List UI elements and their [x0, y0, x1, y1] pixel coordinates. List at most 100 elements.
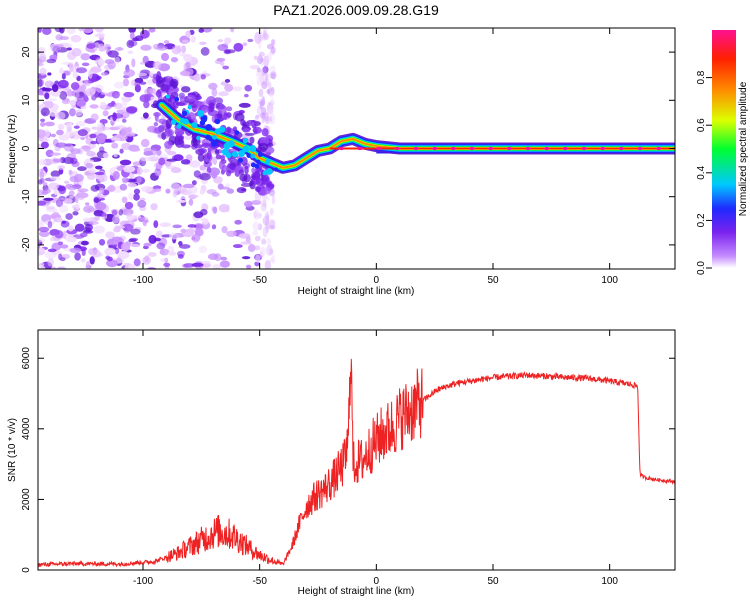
spectrogram-blob	[197, 153, 205, 162]
spectrogram-blob	[50, 176, 61, 181]
spectrogram-blob	[123, 262, 131, 267]
spectrogram-blob	[69, 247, 82, 253]
spectrogram-blob	[165, 188, 171, 194]
spectrogram-blob	[234, 112, 245, 122]
spectrogram-blob	[218, 91, 229, 97]
spectrogram-blob	[86, 159, 94, 163]
spectrogram-blob	[269, 207, 274, 216]
spectrogram-blob	[174, 127, 184, 136]
spectrogram-blob	[219, 260, 231, 268]
spectrogram-blob	[63, 247, 72, 252]
spectrogram-blob	[85, 88, 96, 97]
spectrogram-blob	[129, 147, 141, 152]
spectrogram-blob	[54, 28, 64, 33]
spectrogram-blob	[74, 252, 81, 261]
spectrogram-bead	[273, 167, 279, 172]
spectrogram-blob	[59, 204, 69, 213]
spectrogram-blob	[182, 183, 195, 189]
spectrogram-blob	[224, 37, 232, 44]
spectrogram-blob	[76, 100, 87, 107]
spectrogram-blob	[76, 75, 81, 82]
spectrogram-blob	[68, 190, 75, 196]
spectrogram-bead	[196, 135, 201, 141]
spectrogram-blob	[123, 91, 135, 98]
spectrogram-bead	[205, 134, 211, 140]
spectrogram-blob	[133, 258, 141, 267]
spectrogram-blob	[164, 128, 174, 137]
spectrogram-blob	[56, 266, 67, 269]
spectrogram-blob	[107, 50, 119, 58]
spectrogram-blob	[140, 29, 150, 39]
spectrogram-bead	[265, 168, 273, 175]
spectrogram-blob	[139, 197, 146, 201]
spectrogram-blob	[262, 179, 273, 186]
spectrogram-blob	[254, 245, 261, 251]
spectrogram-blob	[89, 256, 95, 265]
spectrogram-blob	[212, 264, 221, 269]
spectrogram-blob	[264, 72, 268, 83]
spectrogram-blob	[211, 224, 217, 230]
spectrogram-track-bead	[506, 146, 513, 151]
spectrogram-blob	[261, 81, 268, 90]
spectrogram-blob	[38, 226, 50, 233]
spectrogram-bead	[187, 105, 192, 110]
spectrogram-blob	[201, 218, 209, 225]
spectrogram-blob	[82, 217, 92, 222]
spectrogram-blob	[89, 133, 97, 139]
spectrogram-blob	[153, 122, 159, 127]
spectrogram-blob	[128, 192, 134, 201]
spectrogram-blob	[244, 132, 255, 136]
spectrogram-blob	[188, 198, 194, 206]
spectrogram-blob	[269, 257, 274, 263]
spectrogram-blob	[42, 87, 53, 92]
spectrogram-blob	[201, 260, 212, 265]
spectrogram-blob	[224, 83, 234, 92]
spectrogram-blob	[244, 93, 249, 98]
spectrogram-blob	[191, 236, 196, 241]
spectrogram-blob	[38, 237, 45, 243]
spectrogram-blob	[177, 254, 184, 259]
snr-panel: -100 -50 0 50 100 0 2000 4000 6000 Height of st…	[7, 329, 676, 597]
spectrogram-blob	[266, 88, 271, 94]
spectrogram-blob	[193, 74, 200, 82]
spectrogram-blob	[215, 154, 222, 160]
spectrogram-blob	[38, 230, 50, 238]
spectrogram-blob	[77, 188, 89, 193]
spectrogram-blob	[80, 53, 91, 61]
spectrogram-track-bead	[637, 146, 643, 151]
spectrogram-blob	[208, 82, 218, 90]
spectrogram-blob	[112, 112, 117, 122]
spectrogram-blob	[270, 71, 277, 80]
spectrogram-blob	[261, 188, 267, 196]
spectrogram-blob	[155, 74, 160, 84]
spectrogram-blob	[42, 182, 48, 186]
spectrogram-blob	[45, 149, 54, 158]
spectrogram-blob	[221, 164, 228, 173]
spectrogram-blob	[64, 130, 75, 137]
spectrogram-blob	[148, 234, 157, 244]
spectrogram-blob	[161, 52, 170, 62]
spectrogram-blob	[123, 69, 136, 78]
spectrogram-blob	[217, 39, 224, 43]
spectrogram-blob	[166, 158, 178, 162]
spectrogram-track-bead	[375, 146, 382, 151]
spectrogram-bead	[191, 121, 198, 129]
snr-x-tick-label: 0	[374, 576, 380, 587]
spectrogram-blob	[100, 72, 109, 76]
spectrogram-blob	[130, 215, 142, 219]
spectrogram-blob	[187, 194, 199, 199]
spectrogram-blob	[122, 119, 127, 123]
spectrogram-x-tick-label: 0	[374, 275, 380, 286]
spectrogram-blob	[53, 217, 63, 223]
spectrogram-blob	[244, 84, 253, 92]
spectrogram-blob	[176, 199, 187, 203]
spectrogram-blob	[150, 148, 157, 156]
spectrogram-blob	[75, 67, 88, 74]
spectrogram-bead	[257, 152, 263, 157]
spectrogram-blob	[106, 256, 113, 262]
spectrogram-blob	[244, 200, 253, 208]
spectrogram-blob	[65, 213, 73, 220]
spectrogram-bead	[250, 153, 256, 159]
spectrogram-blob	[244, 165, 249, 175]
spectrogram-blob	[139, 81, 147, 85]
